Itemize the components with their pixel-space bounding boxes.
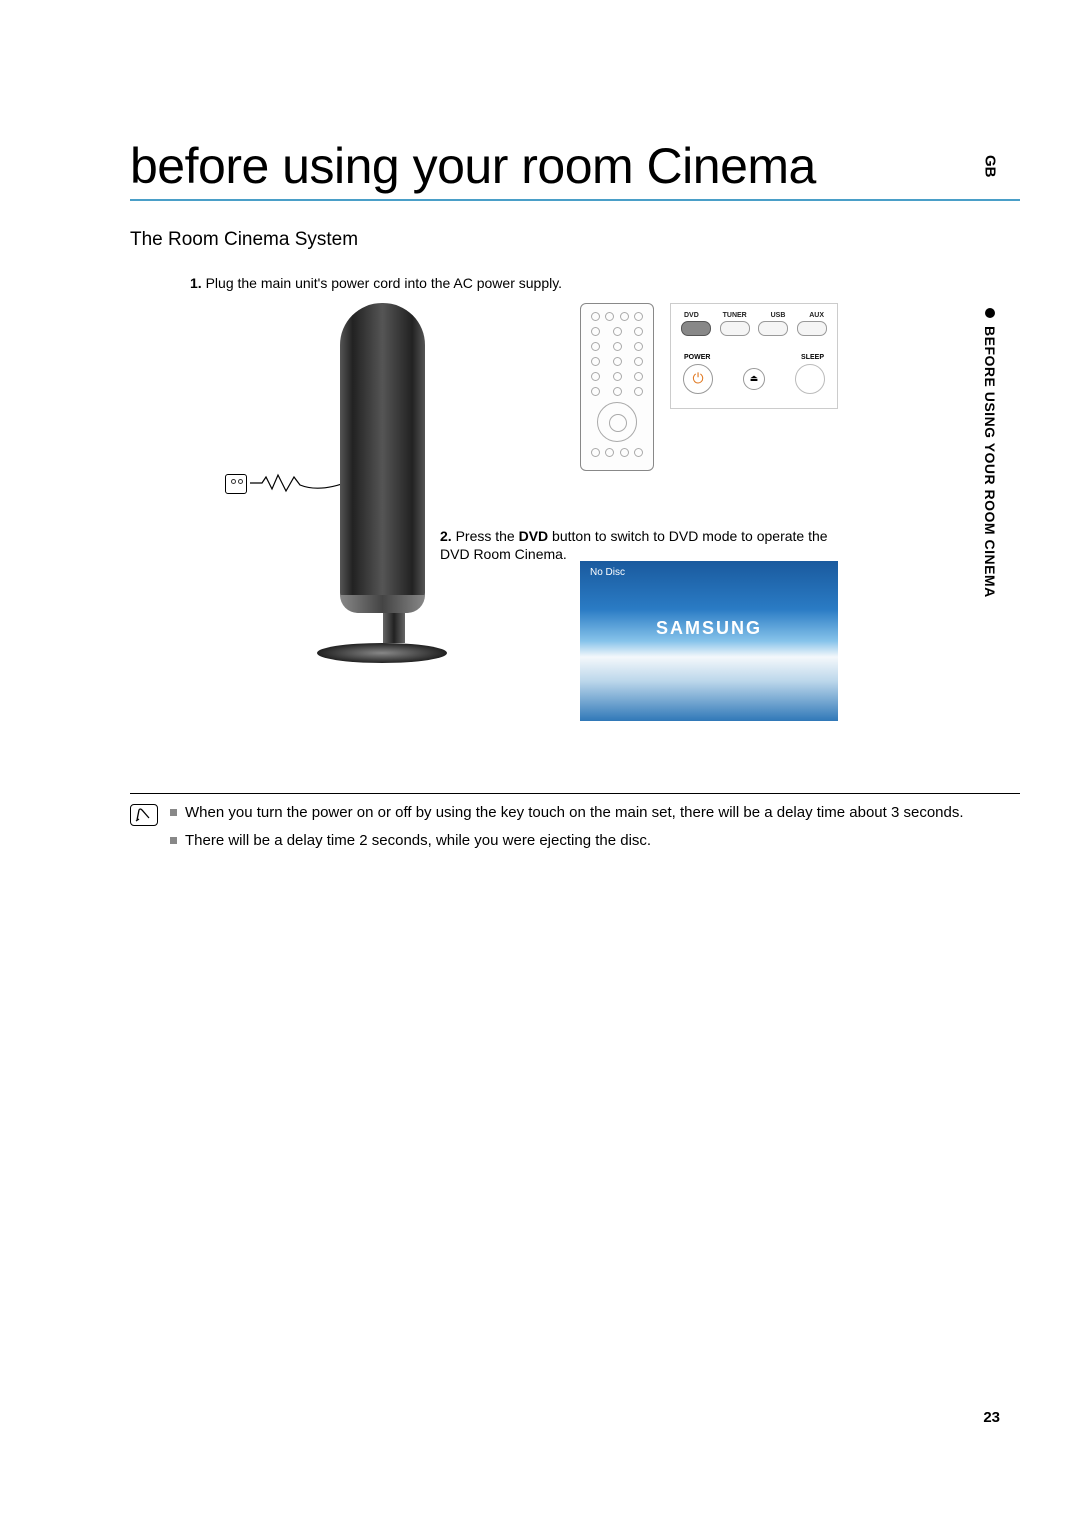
sleep-label: SLEEP — [788, 354, 824, 361]
bullet-icon — [985, 308, 995, 318]
plug-icon — [225, 474, 247, 494]
bullet-icon — [170, 809, 177, 816]
cord-icon — [250, 471, 350, 497]
step-1-text: Plug the main unit's power cord into the… — [206, 275, 563, 291]
dvd-button[interactable] — [681, 321, 711, 336]
power-label: POWER — [684, 354, 736, 361]
power-button[interactable]: ⏻ — [683, 364, 713, 394]
section-subtitle: The Room Cinema System — [130, 229, 1020, 251]
tuner-label: TUNER — [723, 312, 747, 319]
note-box: When you turn the power on or off by usi… — [130, 793, 1020, 859]
step-2-pre: Press the — [456, 528, 519, 544]
note-list: When you turn the power on or off by usi… — [170, 802, 964, 859]
power-plug-illustration — [225, 471, 350, 497]
note-item: When you turn the power on or off by usi… — [170, 802, 964, 825]
mode-labels: DVD TUNER USB AUX — [681, 312, 827, 319]
bullet-icon — [170, 837, 177, 844]
aux-label: AUX — [809, 312, 824, 319]
note-item: There will be a delay time 2 seconds, wh… — [170, 830, 964, 853]
step-2: 2. Press the DVD button to switch to DVD… — [440, 527, 850, 565]
step-1: 1. Plug the main unit's power cord into … — [190, 275, 1020, 291]
screen-brand: SAMSUNG — [580, 618, 838, 639]
note-icon — [130, 804, 158, 826]
section-label: BEFORE USING YOUR ROOM CINEMA — [982, 326, 998, 598]
sleep-button[interactable] — [795, 364, 825, 394]
step-2-number: 2. — [440, 528, 452, 544]
eject-button[interactable]: ⏏ — [743, 368, 765, 390]
usb-label: USB — [771, 312, 786, 319]
dpad-icon — [597, 402, 637, 442]
dvd-label: DVD — [684, 312, 699, 319]
speaker-base — [317, 643, 447, 663]
side-tab: GB BEFORE USING YOUR ROOM CINEMA — [975, 155, 1005, 597]
page-title: before using your room Cinema — [130, 140, 1020, 201]
aux-button[interactable] — [797, 321, 827, 336]
mode-button-panel: DVD TUNER USB AUX POWER SLEEP ⏻ ⏏ — [670, 303, 838, 409]
note-text: There will be a delay time 2 seconds, wh… — [185, 830, 651, 853]
speaker-illustration — [340, 303, 447, 663]
screen-status: No Disc — [580, 561, 838, 584]
step-2-bold: DVD — [519, 528, 549, 544]
illustration-area: DVD TUNER USB AUX POWER SLEEP ⏻ ⏏ — [160, 303, 1020, 733]
remote-illustration — [580, 303, 654, 471]
region-label: GB — [982, 155, 999, 178]
page-number: 23 — [983, 1409, 1000, 1426]
speaker-body — [340, 303, 425, 613]
speaker-stem — [383, 613, 405, 643]
manual-page: before using your room Cinema The Room C… — [0, 0, 1080, 919]
note-text: When you turn the power on or off by usi… — [185, 802, 964, 825]
speaker-band — [340, 595, 425, 613]
tv-screen-illustration: No Disc SAMSUNG — [580, 561, 838, 721]
step-1-number: 1. — [190, 275, 202, 291]
tuner-button[interactable] — [720, 321, 750, 336]
usb-button[interactable] — [758, 321, 788, 336]
